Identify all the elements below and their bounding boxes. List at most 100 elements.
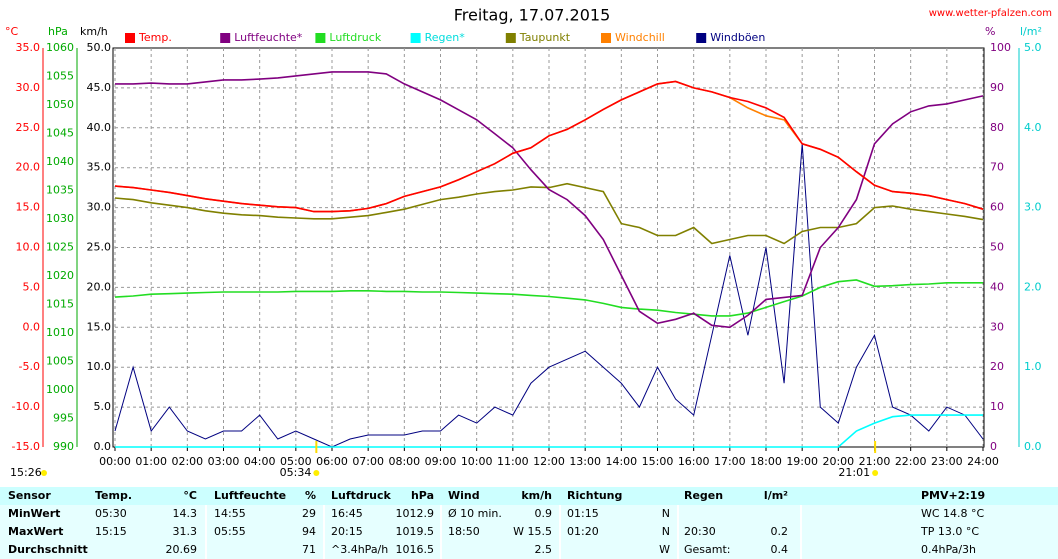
axis-title: hPa [48,25,68,38]
y-tick-label: 1030 [46,212,74,225]
table-cell: WC 14.8 °C [921,507,985,520]
y-tick-label: 30.0 [16,81,41,94]
table-cell: Gesamt: [684,543,731,556]
y-tick-label: 50.0 [87,41,112,54]
y-tick-label: 1040 [46,155,74,168]
y-tick-label: 1055 [46,70,74,83]
y-tick-label: 990 [53,440,74,453]
separator [323,487,325,559]
y-tick-label: 1020 [46,269,74,282]
x-tick-label: 18:00 [750,455,782,468]
legend-swatch [220,33,231,43]
y-tick-label: 35.0 [16,41,41,54]
y-tick-label: 4.0 [1024,121,1042,134]
x-tick-label: 10:00 [461,455,493,468]
chart: Freitag, 17.07.2015 www.wetter-pfalzen.c… [5,6,1052,480]
y-tick-label: 70 [990,161,1004,174]
y-tick-label: 20 [990,360,1004,373]
table-cell: 31.3 [172,525,198,538]
sunrise-label: 05:34 [280,466,312,479]
x-tick-label: 09:00 [425,455,457,468]
legend-label: Taupunkt [519,31,571,44]
y-tick-label: 50 [990,241,1004,254]
header-cell: Sensor [8,489,51,502]
table-cell: 15:15 [95,525,127,538]
x-tick-label: 03:00 [208,455,240,468]
y-tick-label: 45.0 [87,81,112,94]
table-cell: 20:15 [331,525,363,538]
y-tick-label: 40 [990,280,1004,293]
table-cell: 0.9 [534,507,553,520]
header-cell: Luftfeuchte [214,489,287,502]
y-tick-label: 3.0 [1024,201,1042,214]
table-cell: 1016.5 [395,543,435,556]
table-cell: 20.69 [165,543,198,556]
y-tick-label: 1015 [46,298,74,311]
y-tick-label: 80 [990,121,1004,134]
y-tick-label: 15.0 [16,201,41,214]
sunset-icon [872,470,879,476]
x-tick-label: 15:00 [642,455,674,468]
legend-label: Luftfeuchte* [234,31,303,44]
x-tick-label: 00:00 [99,455,131,468]
y-tick-label: 1025 [46,241,74,254]
separator [440,487,442,559]
legend-label: Windchill [615,31,665,44]
x-tick-label: 19:00 [786,455,818,468]
header-cell: Richtung [567,489,623,502]
y-tick-label: 1010 [46,326,74,339]
header-cell: % [304,489,316,502]
header-cell: l/m² [763,489,788,502]
table-cell: 1019.5 [395,525,435,538]
axis-title: °C [5,25,19,38]
header-cell: Wind [448,489,480,502]
x-tick-label: 02:00 [171,455,203,468]
y-tick-label: 10.0 [87,360,112,373]
table-cell: ^3.4hPa/h [331,543,389,556]
y-tick-label: 25.0 [87,241,112,254]
axis-title: km/h [80,25,108,38]
y-tick-label: 5.0 [94,400,112,413]
y-tick-label: 90 [990,81,1004,94]
y-tick-label: 0.0 [23,320,41,333]
x-tick-label: 13:00 [569,455,601,468]
header-cell: °C [183,489,197,502]
y-tick-label: 15.0 [87,320,112,333]
table-cell: 71 [302,543,316,556]
y-tick-label: -10.0 [12,400,40,413]
y-tick-label: 1060 [46,41,74,54]
series-line [114,143,984,448]
y-tick-label: 1045 [46,127,74,140]
x-tick-label: 22:00 [895,455,927,468]
table-cell: 18:50 [448,525,480,538]
table-cell: 2.5 [534,543,553,556]
table-cell: 01:20 [567,525,599,538]
x-tick-label: 05:00 [280,455,312,468]
sunrise-icon [313,470,320,476]
table-cell: MinWert [8,507,61,520]
x-tick-label: 24:00 [967,455,999,468]
y-tick-label: 1035 [46,184,74,197]
separator [205,487,207,559]
table-cell: MaxWert [8,525,64,538]
y-tick-label: 100 [990,41,1011,54]
table-cell: W [659,543,670,556]
legend-swatch [601,33,611,43]
legend-swatch [696,33,707,43]
source: www.wetter-pfalzen.com [929,8,1052,19]
stats-table: Sensor Temp. °C Luftfeuchte% Luftdruck hPa Win… [0,487,1058,559]
table-cell: 29 [302,507,316,520]
table-cell: W 15.5 [513,525,552,538]
separator [559,487,561,559]
y-tick-label: 1050 [46,98,74,111]
y-tick-label: 60 [990,201,1004,214]
table-cell: 0.4 [770,543,789,556]
y-tick-label: 1.0 [1024,360,1042,373]
sunset-label: 21:01 [838,466,870,479]
x-tick-label: 17:00 [714,455,746,468]
x-tick-label: 01:00 [135,455,167,468]
table-row: MaxWert 15:15 31.3 05:55 94 20:15 1019.5 18:50 W… [0,523,1058,541]
series-line [115,414,983,448]
y-tick-label: 2.0 [1024,280,1042,293]
header-cell: hPa [410,489,434,502]
